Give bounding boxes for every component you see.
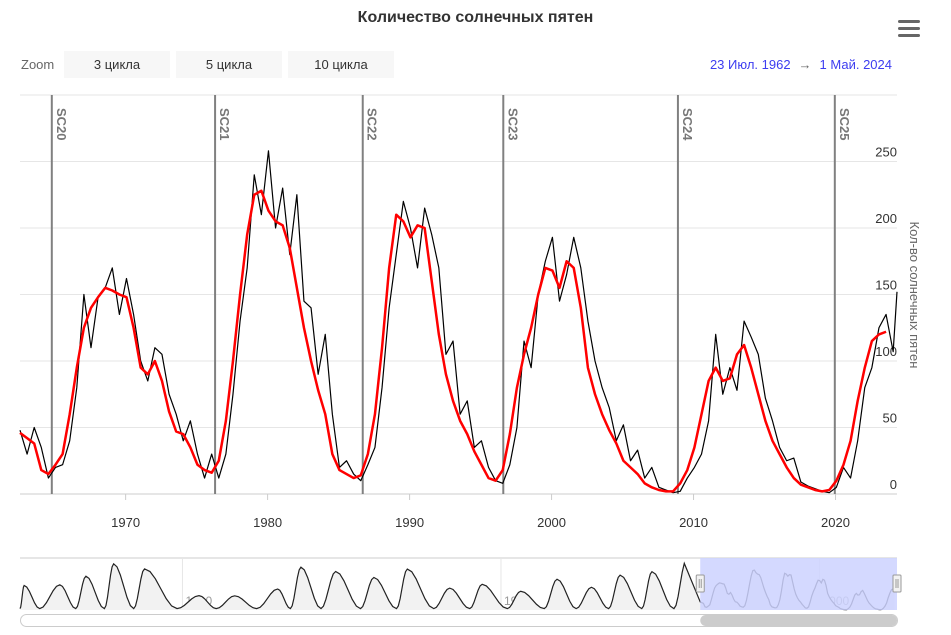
y-tick-label: 250 <box>875 145 897 160</box>
zoom-3-cycles-button[interactable]: 3 цикла <box>64 51 170 78</box>
cycle-label-sc20: SC20 <box>54 108 69 141</box>
y-tick-label: 200 <box>875 211 897 226</box>
y-tick-label: 150 <box>875 278 897 293</box>
hamburger-menu-icon[interactable] <box>898 20 920 40</box>
navigator-right-handle[interactable] <box>892 574 902 593</box>
navigator-area <box>20 563 895 610</box>
range-to[interactable]: 1 Май. 2024 <box>819 57 892 72</box>
navigator-selected-range <box>700 558 897 610</box>
x-tick-label: 1980 <box>253 515 282 530</box>
cycle-label-sc23: SC23 <box>505 108 520 141</box>
cycle-label-sc24: SC24 <box>680 108 695 141</box>
smoothed-series-line <box>19 189 887 493</box>
y-tick-label: 0 <box>890 477 897 492</box>
range-from[interactable]: 23 Июл. 1962 <box>709 57 791 72</box>
x-tick-label: 1970 <box>111 515 140 530</box>
chart-title: Количество солнечных пятен <box>357 9 594 26</box>
raw-series-line <box>19 150 898 494</box>
y-tick-label: 100 <box>875 344 897 359</box>
zoom-10-cycles-button[interactable]: 10 цикла <box>288 51 394 78</box>
y-tick-label: 50 <box>883 411 897 426</box>
navigator-left-handle[interactable] <box>695 574 705 593</box>
range-arrow: → <box>798 57 812 72</box>
x-tick-label: 1990 <box>395 515 424 530</box>
cycle-label-sc22: SC22 <box>365 108 380 141</box>
x-tick-label: 2000 <box>537 515 566 530</box>
scrollbar-track[interactable] <box>20 614 898 627</box>
y-axis-title: Кол-во солнечных пятен <box>907 222 922 369</box>
scrollbar-thumb[interactable] <box>700 615 897 626</box>
zoom-5-cycles-button[interactable]: 5 цикла <box>176 51 282 78</box>
cycle-label-sc21: SC21 <box>217 108 232 141</box>
zoom-label: Zoom <box>21 57 55 72</box>
x-tick-label: 2020 <box>821 515 850 530</box>
x-tick-label: 2010 <box>679 515 708 530</box>
cycle-label-sc25: SC25 <box>837 108 852 141</box>
date-range[interactable]: 23 Июл. 1962 → 1 Май. 2024 <box>710 57 892 72</box>
